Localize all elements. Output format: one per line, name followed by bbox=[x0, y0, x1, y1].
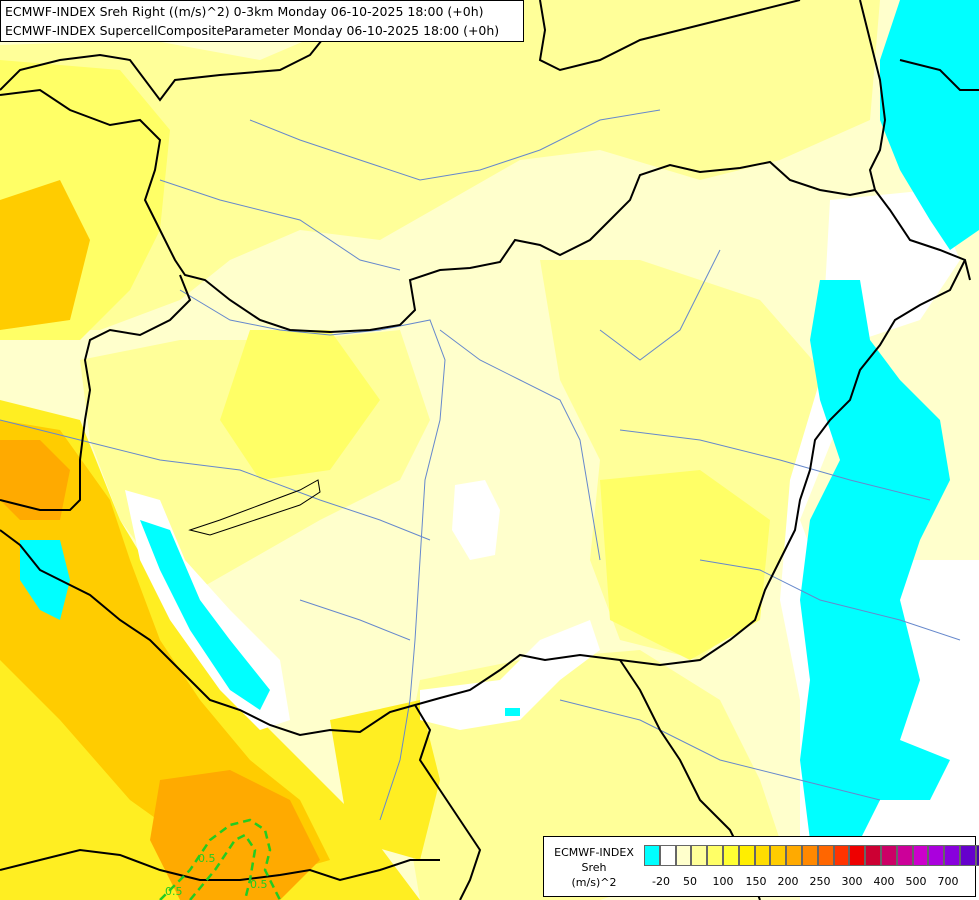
legend-title-line-1: ECMWF-INDEX bbox=[554, 846, 634, 859]
legend-swatch bbox=[754, 845, 771, 866]
legend-swatch bbox=[833, 845, 850, 866]
title-line-2: ECMWF-INDEX SupercellCompositeParameter … bbox=[5, 23, 500, 38]
field-negative-east bbox=[800, 280, 950, 840]
legend-swatch bbox=[928, 845, 945, 866]
field-medium-north bbox=[0, 0, 880, 330]
legend-tick-label: 50 bbox=[683, 875, 697, 888]
legend-tick-label: 500 bbox=[905, 875, 927, 888]
legend-tick-label: 200 bbox=[777, 875, 799, 888]
legend-swatch bbox=[975, 845, 979, 866]
legend-swatch bbox=[849, 845, 866, 866]
legend-ticks: -20 50 100 150 200 250 300 400 500 700 bbox=[644, 875, 974, 891]
lake bbox=[188, 479, 321, 536]
field-orange-southwest-2 bbox=[0, 440, 70, 520]
contour-label: 0.5 bbox=[250, 878, 268, 891]
legend-title-line-3: (m/s)^2 bbox=[571, 876, 617, 889]
legend-swatch bbox=[691, 845, 708, 866]
field-strong-east bbox=[600, 470, 770, 660]
legend-swatch bbox=[880, 845, 897, 866]
title-line-1: ECMWF-INDEX Sreh Right ((m/s)^2) 0-3km M… bbox=[5, 4, 484, 19]
legend-swatch bbox=[912, 845, 929, 866]
legend-swatch bbox=[786, 845, 802, 866]
contour-label: 0.5 bbox=[198, 852, 216, 865]
legend-swatch bbox=[738, 845, 755, 866]
legend-swatch bbox=[770, 845, 787, 866]
legend-swatch bbox=[865, 845, 881, 866]
field-zero-center bbox=[452, 480, 500, 560]
legend-swatch bbox=[659, 845, 676, 866]
legend-swatch bbox=[644, 845, 660, 866]
legend-swatch bbox=[896, 845, 913, 866]
legend-swatch bbox=[959, 845, 976, 866]
field-negative-south-spot bbox=[505, 708, 520, 716]
field-strong-south bbox=[330, 700, 440, 860]
scp-contours bbox=[159, 818, 282, 900]
field-orange-west bbox=[0, 180, 90, 330]
legend-swatch bbox=[707, 845, 723, 866]
legend-swatches bbox=[644, 845, 979, 866]
legend-tick-label: 700 bbox=[937, 875, 959, 888]
field-negative-southwest-2 bbox=[140, 520, 270, 710]
legend-tick-label: -20 bbox=[652, 875, 670, 888]
field-negative-northeast bbox=[880, 0, 979, 250]
legend-tick-label: 100 bbox=[712, 875, 734, 888]
legend-swatch bbox=[722, 845, 739, 866]
legend-title: ECMWF-INDEX Sreh (m/s)^2 bbox=[546, 845, 642, 890]
legend-swatch bbox=[944, 845, 960, 866]
legend-tick-label: 400 bbox=[873, 875, 895, 888]
legend-title-line-2: Sreh bbox=[581, 861, 607, 874]
legend-tick-label: 150 bbox=[745, 875, 767, 888]
legend-swatch bbox=[675, 845, 692, 866]
field-zero-south-center bbox=[420, 620, 600, 730]
legend-tick-label: 250 bbox=[809, 875, 831, 888]
field-strong-center bbox=[220, 330, 380, 480]
legend-swatch bbox=[817, 845, 834, 866]
color-legend: ECMWF-INDEX Sreh (m/s)^2 -20 50 100 150 200 2… bbox=[543, 836, 979, 897]
field-orange-southwest-1 bbox=[0, 420, 330, 880]
rivers bbox=[0, 109, 961, 821]
legend-swatch bbox=[801, 845, 818, 866]
legend-tick-label: 300 bbox=[841, 875, 863, 888]
map-title-box: ECMWF-INDEX Sreh Right ((m/s)^2) 0-3km M… bbox=[0, 0, 524, 42]
contour-label: 0.5 bbox=[165, 885, 183, 898]
